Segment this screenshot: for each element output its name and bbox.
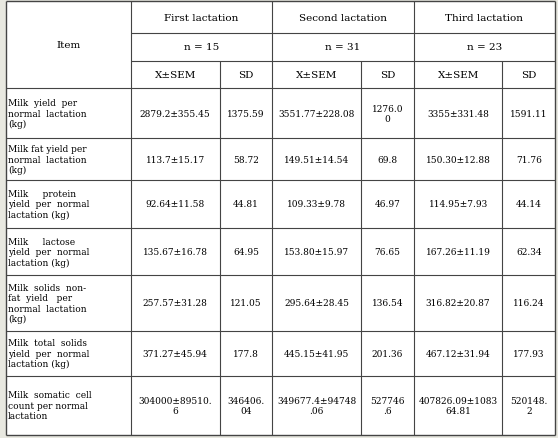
Text: 1375.59: 1375.59 — [227, 110, 264, 118]
Text: Milk  solids  non-
fat  yield   per
normal  lactation
(kg): Milk solids non- fat yield per normal la… — [8, 283, 86, 323]
Text: 1591.11: 1591.11 — [510, 110, 547, 118]
Text: 3355±331.48: 3355±331.48 — [427, 110, 489, 118]
Text: Item: Item — [56, 41, 80, 50]
Text: 150.30±12.88: 150.30±12.88 — [426, 155, 490, 164]
Text: 349677.4±94748
.06: 349677.4±94748 .06 — [277, 396, 357, 415]
Text: 407826.09±1083
64.81: 407826.09±1083 64.81 — [418, 396, 498, 415]
Text: 135.67±16.78: 135.67±16.78 — [143, 247, 208, 257]
Text: Milk     protein
yield  per  normal
lactation (kg): Milk protein yield per normal lactation … — [8, 190, 89, 219]
Text: 92.64±11.58: 92.64±11.58 — [146, 200, 205, 209]
Text: Milk  somatic  cell
count per normal
lactation: Milk somatic cell count per normal lacta… — [8, 390, 92, 420]
Text: 64.95: 64.95 — [233, 247, 259, 257]
Text: n = 31: n = 31 — [325, 43, 360, 53]
Text: 44.81: 44.81 — [233, 200, 259, 209]
Text: First lactation: First lactation — [165, 14, 239, 22]
Text: Second lactation: Second lactation — [299, 14, 387, 22]
Text: 149.51±14.54: 149.51±14.54 — [284, 155, 349, 164]
Text: 467.12±31.94: 467.12±31.94 — [426, 349, 490, 358]
Text: n = 23: n = 23 — [467, 43, 502, 53]
Text: 177.93: 177.93 — [513, 349, 545, 358]
Text: 113.7±15.17: 113.7±15.17 — [146, 155, 205, 164]
Text: 371.27±45.94: 371.27±45.94 — [143, 349, 208, 358]
Text: 304000±89510.
6: 304000±89510. 6 — [138, 396, 212, 415]
Text: Milk     lactose
yield  per  normal
lactation (kg): Milk lactose yield per normal lactation … — [8, 237, 89, 267]
Text: X±SEM: X±SEM — [155, 71, 196, 80]
Text: Third lactation: Third lactation — [445, 14, 523, 22]
Text: 44.14: 44.14 — [516, 200, 542, 209]
Text: 3551.77±228.08: 3551.77±228.08 — [278, 110, 355, 118]
Text: 109.33±9.78: 109.33±9.78 — [287, 200, 346, 209]
Text: X±SEM: X±SEM — [296, 71, 338, 80]
Text: 201.36: 201.36 — [372, 349, 403, 358]
Text: X±SEM: X±SEM — [437, 71, 479, 80]
Text: 520148.
2: 520148. 2 — [510, 396, 547, 415]
Text: 257.57±31.28: 257.57±31.28 — [143, 299, 208, 308]
Text: 2879.2±355.45: 2879.2±355.45 — [140, 110, 211, 118]
Text: SD: SD — [521, 71, 537, 80]
Text: 295.64±28.45: 295.64±28.45 — [284, 299, 349, 308]
Text: SD: SD — [238, 71, 254, 80]
Text: 46.97: 46.97 — [374, 200, 401, 209]
Text: 76.65: 76.65 — [374, 247, 401, 257]
Text: 62.34: 62.34 — [516, 247, 542, 257]
Text: 445.15±41.95: 445.15±41.95 — [284, 349, 349, 358]
Text: 116.24: 116.24 — [513, 299, 545, 308]
Text: 167.26±11.19: 167.26±11.19 — [426, 247, 490, 257]
Text: 177.8: 177.8 — [233, 349, 259, 358]
Text: 69.8: 69.8 — [377, 155, 397, 164]
Text: 58.72: 58.72 — [233, 155, 259, 164]
Text: 346406.
04: 346406. 04 — [227, 396, 264, 415]
Text: 114.95±7.93: 114.95±7.93 — [429, 200, 488, 209]
Text: 527746
.6: 527746 .6 — [370, 396, 405, 415]
Text: 121.05: 121.05 — [230, 299, 262, 308]
Text: SD: SD — [380, 71, 395, 80]
Text: Milk fat yield per
normal  lactation
(kg): Milk fat yield per normal lactation (kg) — [8, 145, 86, 175]
Text: 1276.0
0: 1276.0 0 — [372, 104, 403, 124]
Text: n = 15: n = 15 — [184, 43, 219, 53]
Text: 316.82±20.87: 316.82±20.87 — [426, 299, 490, 308]
Text: Milk  yield  per
normal  lactation
(kg): Milk yield per normal lactation (kg) — [8, 99, 86, 129]
Text: 136.54: 136.54 — [372, 299, 403, 308]
Text: 71.76: 71.76 — [516, 155, 542, 164]
Text: Milk  total  solids
yield  per  normal
lactation (kg): Milk total solids yield per normal lacta… — [8, 338, 89, 368]
Text: 153.80±15.97: 153.80±15.97 — [284, 247, 349, 257]
